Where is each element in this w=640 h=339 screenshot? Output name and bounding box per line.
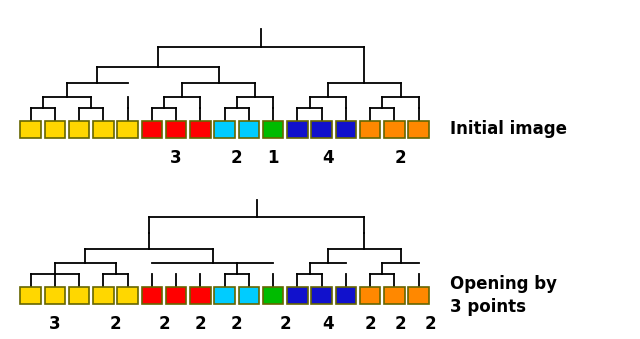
Bar <box>239 287 259 304</box>
Bar <box>45 287 65 304</box>
Bar <box>20 287 41 304</box>
Bar <box>408 287 429 304</box>
Text: 2: 2 <box>195 316 206 334</box>
Text: 2: 2 <box>364 316 376 334</box>
Bar <box>287 287 308 304</box>
Bar <box>117 287 138 304</box>
Bar <box>166 121 186 138</box>
Text: 4: 4 <box>322 316 333 334</box>
Text: 2: 2 <box>231 316 243 334</box>
Text: 1: 1 <box>268 149 279 167</box>
Bar <box>69 287 90 304</box>
Bar <box>20 121 41 138</box>
Bar <box>384 121 404 138</box>
Text: 2: 2 <box>395 316 406 334</box>
Bar <box>141 287 162 304</box>
Bar <box>141 121 162 138</box>
Text: 4: 4 <box>322 149 333 167</box>
Bar <box>190 121 211 138</box>
Text: 2: 2 <box>280 316 291 334</box>
Bar <box>263 121 284 138</box>
Text: 3: 3 <box>170 149 182 167</box>
Bar <box>263 287 284 304</box>
Bar <box>190 287 211 304</box>
Bar <box>93 121 114 138</box>
Bar <box>408 121 429 138</box>
Text: 2: 2 <box>395 149 406 167</box>
Bar <box>384 287 404 304</box>
Bar <box>214 121 235 138</box>
Bar <box>166 287 186 304</box>
Text: 2: 2 <box>158 316 170 334</box>
Bar <box>214 287 235 304</box>
Bar <box>312 121 332 138</box>
Text: 2: 2 <box>231 149 243 167</box>
Bar <box>360 287 381 304</box>
Bar <box>312 287 332 304</box>
Text: 2: 2 <box>425 316 436 334</box>
Bar <box>335 287 356 304</box>
Bar <box>69 121 90 138</box>
Text: Initial image: Initial image <box>450 120 567 138</box>
Bar <box>335 121 356 138</box>
Text: 2: 2 <box>109 316 122 334</box>
Bar <box>360 121 381 138</box>
Bar <box>239 121 259 138</box>
Text: 3: 3 <box>49 316 61 334</box>
Bar <box>287 121 308 138</box>
Bar <box>45 121 65 138</box>
Text: Opening by
3 points: Opening by 3 points <box>450 275 557 316</box>
Bar <box>117 121 138 138</box>
Bar <box>93 287 114 304</box>
